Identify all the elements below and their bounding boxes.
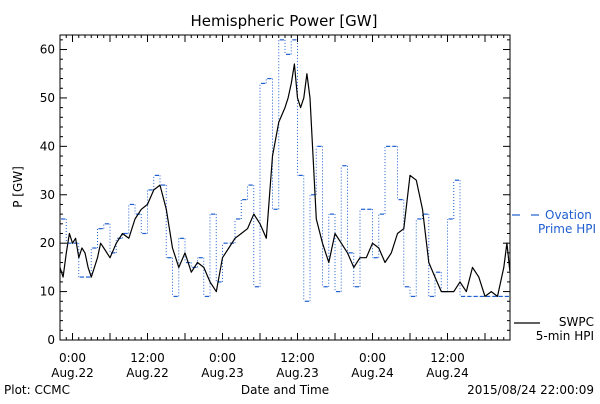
chart-title: Hemispheric Power [GW]	[191, 12, 378, 30]
y-tick-label: 20	[40, 236, 55, 250]
x-tick-label-date: Aug.22	[51, 366, 94, 380]
y-tick-label: 0	[47, 333, 55, 347]
plot-frame	[59, 34, 511, 341]
x-axis: 0:00Aug.2212:00Aug.220:00Aug.2312:00Aug.…	[51, 35, 511, 380]
footer-timestamp: 2015/08/24 22:00:09	[467, 383, 594, 397]
x-tick-label-time: 12:00	[130, 351, 165, 365]
x-tick-label-time: 12:00	[430, 351, 465, 365]
x-axis-label: Date and Time	[241, 383, 329, 397]
x-tick-label-date: Aug.24	[426, 366, 469, 380]
legend-ovation-line2: Prime HPI	[538, 222, 596, 236]
series-layer	[60, 39, 510, 302]
legend-swpc: SWPC 5-min HPI	[514, 315, 594, 343]
x-tick-label-time: 12:00	[280, 351, 315, 365]
y-tick-label: 60	[40, 43, 55, 57]
x-tick-label-date: Aug.24	[351, 366, 394, 380]
legend-ovation: Ovation Prime HPI	[512, 208, 596, 236]
legend-ovation-line1: Ovation	[545, 208, 592, 222]
x-tick-label-time: 0:00	[209, 351, 236, 365]
y-tick-label: 10	[40, 285, 55, 299]
y-tick-label: 30	[40, 188, 55, 202]
legend-swpc-line2: 5-min HPI	[536, 329, 594, 343]
footer-plot-credit: Plot: CCMC	[4, 383, 70, 397]
y-axis: 0 10 20 30 40 50 60	[40, 39, 510, 347]
x-tick-label-date: Aug.22	[126, 366, 169, 380]
x-tick-label-time: 0:00	[359, 351, 386, 365]
y-axis-label: P [GW]	[11, 166, 25, 208]
y-tick-label: 50	[40, 91, 55, 105]
series-swpc-line	[60, 63, 510, 297]
series-ovation	[61, 39, 509, 302]
x-tick-label-time: 0:00	[59, 351, 86, 365]
x-tick-label-date: Aug.23	[201, 366, 244, 380]
y-tick-label: 40	[40, 139, 55, 153]
legend-swpc-line1: SWPC	[559, 315, 594, 329]
x-tick-label-date: Aug.23	[276, 366, 319, 380]
